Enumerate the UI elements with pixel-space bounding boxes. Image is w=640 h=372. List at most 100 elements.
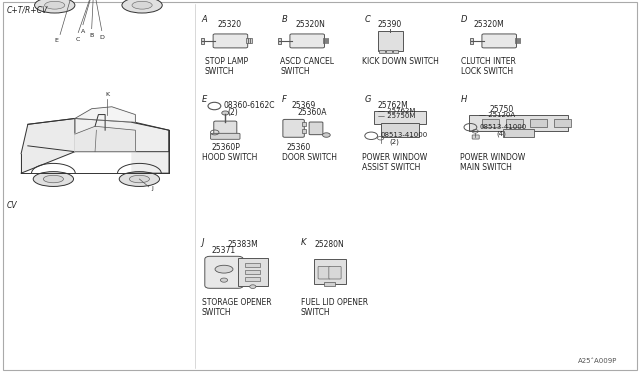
Text: 25750: 25750 xyxy=(490,105,514,114)
Text: POWER WINDOW: POWER WINDOW xyxy=(362,153,427,161)
Text: A25ˆA009P: A25ˆA009P xyxy=(578,358,618,364)
Text: — 25120A: — 25120A xyxy=(479,112,515,118)
Polygon shape xyxy=(132,122,169,173)
Ellipse shape xyxy=(35,0,75,13)
Text: STORAGE OPENER: STORAGE OPENER xyxy=(202,298,271,307)
Bar xyxy=(246,38,248,44)
Bar xyxy=(380,50,385,53)
Text: — 25762M: — 25762M xyxy=(378,108,415,114)
FancyBboxPatch shape xyxy=(283,119,305,137)
Text: SWITCH: SWITCH xyxy=(280,67,310,76)
FancyBboxPatch shape xyxy=(503,129,534,137)
Text: C+T/R+CV: C+T/R+CV xyxy=(6,6,47,15)
Text: A: A xyxy=(202,15,207,24)
Text: CLUTCH INTER: CLUTCH INTER xyxy=(461,57,516,65)
Ellipse shape xyxy=(132,1,152,9)
Text: — 25750M: — 25750M xyxy=(378,113,415,119)
Bar xyxy=(245,270,260,275)
Text: 25320N: 25320N xyxy=(296,20,326,29)
Polygon shape xyxy=(75,126,136,152)
FancyBboxPatch shape xyxy=(205,256,243,288)
Ellipse shape xyxy=(33,171,74,186)
Text: 25280N: 25280N xyxy=(315,240,344,249)
Text: 08513-41000: 08513-41000 xyxy=(381,132,428,138)
Text: CV: CV xyxy=(6,201,17,210)
Text: K: K xyxy=(301,238,307,247)
FancyBboxPatch shape xyxy=(238,258,268,286)
Text: B: B xyxy=(90,33,94,38)
Circle shape xyxy=(323,133,330,137)
Text: E: E xyxy=(202,95,207,104)
Text: FUEL LID OPENER: FUEL LID OPENER xyxy=(301,298,368,307)
Text: D: D xyxy=(99,35,104,40)
Polygon shape xyxy=(75,107,136,122)
Text: (2): (2) xyxy=(227,108,238,117)
Bar xyxy=(250,38,252,44)
Text: SWITCH: SWITCH xyxy=(301,308,330,317)
Bar xyxy=(302,122,306,126)
Ellipse shape xyxy=(215,265,233,273)
Text: B: B xyxy=(282,15,287,24)
Circle shape xyxy=(221,111,229,115)
Text: C: C xyxy=(365,15,371,24)
Text: 25383M: 25383M xyxy=(227,240,258,249)
Text: MAIN SWITCH: MAIN SWITCH xyxy=(460,163,511,172)
Text: 25360: 25360 xyxy=(287,143,311,152)
Text: F: F xyxy=(282,95,287,104)
Bar xyxy=(324,282,335,286)
Text: 25762M: 25762M xyxy=(378,101,408,110)
Text: ASSIST SWITCH: ASSIST SWITCH xyxy=(362,163,420,172)
Text: 25320: 25320 xyxy=(218,20,242,29)
Bar xyxy=(323,38,324,44)
Bar xyxy=(248,38,250,44)
FancyBboxPatch shape xyxy=(314,259,346,284)
Bar xyxy=(278,38,281,44)
Polygon shape xyxy=(21,118,75,173)
Text: LOCK SWITCH: LOCK SWITCH xyxy=(461,67,513,76)
Text: DOOR SWITCH: DOOR SWITCH xyxy=(282,153,337,161)
Text: 25371: 25371 xyxy=(211,246,236,255)
Text: 25369: 25369 xyxy=(291,101,316,110)
FancyBboxPatch shape xyxy=(469,115,568,131)
Bar xyxy=(245,277,260,281)
Text: STOP LAMP: STOP LAMP xyxy=(205,57,248,65)
FancyBboxPatch shape xyxy=(211,133,240,139)
Text: (2): (2) xyxy=(389,138,399,145)
FancyBboxPatch shape xyxy=(329,266,341,279)
Bar xyxy=(302,129,306,133)
Bar xyxy=(324,38,326,44)
Text: H: H xyxy=(461,95,467,104)
Bar xyxy=(201,38,204,44)
Bar xyxy=(393,50,398,53)
Bar xyxy=(518,38,520,44)
Text: KICK DOWN SWITCH: KICK DOWN SWITCH xyxy=(362,57,438,65)
Ellipse shape xyxy=(44,175,63,183)
FancyBboxPatch shape xyxy=(472,135,479,139)
Text: A: A xyxy=(81,29,85,35)
Polygon shape xyxy=(28,118,169,152)
Bar xyxy=(245,263,260,267)
Text: 25360P: 25360P xyxy=(211,143,240,152)
Ellipse shape xyxy=(122,0,163,13)
Text: J: J xyxy=(151,186,153,190)
Text: POWER WINDOW: POWER WINDOW xyxy=(460,153,525,161)
Text: 08513-41000: 08513-41000 xyxy=(480,124,527,130)
FancyBboxPatch shape xyxy=(290,34,324,48)
Bar xyxy=(483,119,499,127)
Bar xyxy=(506,119,523,127)
Text: G: G xyxy=(365,95,371,104)
Text: E: E xyxy=(54,38,58,44)
Text: 25360A: 25360A xyxy=(298,108,327,117)
Text: (4): (4) xyxy=(496,130,506,137)
Bar xyxy=(516,38,518,44)
Ellipse shape xyxy=(45,1,65,9)
FancyBboxPatch shape xyxy=(318,266,330,279)
Text: 25320M: 25320M xyxy=(474,20,504,29)
Text: HOOD SWITCH: HOOD SWITCH xyxy=(202,153,257,161)
Text: SWITCH: SWITCH xyxy=(202,308,231,317)
Circle shape xyxy=(220,278,228,282)
Text: 25390: 25390 xyxy=(378,20,402,29)
Bar xyxy=(515,38,516,44)
Text: J: J xyxy=(202,238,204,247)
Text: SWITCH: SWITCH xyxy=(205,67,234,76)
